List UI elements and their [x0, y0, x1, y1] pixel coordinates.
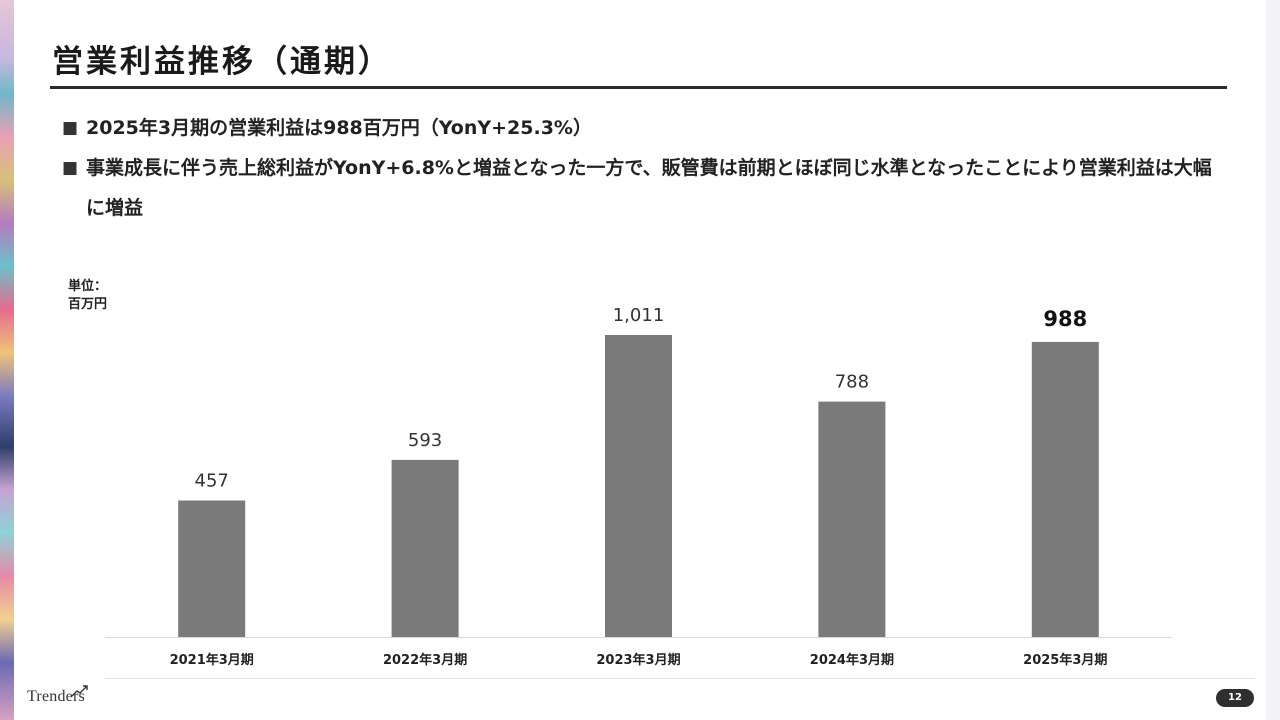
bullet-square-icon: ■ — [62, 158, 79, 178]
data-label-2: 593 — [408, 430, 442, 451]
data-label-5: 988 — [1043, 307, 1087, 331]
footer-divider — [105, 678, 1255, 679]
bullet-item: ■ 事業成長に伴う売上総利益がYonY+6.8%と増益となった一方で、販管費は前… — [62, 148, 1212, 228]
logo-arrow-icon — [71, 685, 88, 697]
category-label-4: 2024年3月期 — [810, 652, 894, 668]
page-number-badge: 12 — [1216, 689, 1254, 707]
category-label-5: 2025年3月期 — [1023, 652, 1107, 668]
bar-5 — [1031, 341, 1099, 637]
bullet-square-icon: ■ — [62, 118, 79, 138]
bullet-text-2: 事業成長に伴う売上総利益がYonY+6.8%と増益となった一方で、販管費は前期と… — [86, 157, 1212, 219]
data-label-1: 457 — [195, 471, 229, 492]
data-label-4: 788 — [835, 372, 869, 393]
bullet-text-1: 2025年3月期の営業利益は988百万円（YonY+25.3%） — [86, 117, 592, 139]
title-divider — [50, 86, 1227, 89]
bullet-list: ■ 2025年3月期の営業利益は988百万円（YonY+25.3%） ■ 事業成… — [62, 108, 1212, 228]
bullet-item: ■ 2025年3月期の営業利益は988百万円（YonY+25.3%） — [62, 108, 1212, 148]
trenders-logo: Trenders — [27, 684, 91, 710]
unit-label-line2: 百万円 — [68, 297, 108, 312]
bar-4 — [818, 401, 886, 637]
decorative-right-strip — [1266, 0, 1280, 720]
logo-text: Trenders — [27, 688, 85, 705]
decorative-left-strip — [0, 0, 14, 720]
bar-3 — [605, 335, 672, 637]
unit-label-line1: 単位： — [68, 279, 108, 294]
bar-2 — [391, 459, 459, 637]
bar-1 — [178, 500, 246, 637]
category-label-2: 2022年3月期 — [383, 652, 467, 668]
category-label-1: 2021年3月期 — [170, 652, 254, 668]
data-label-3: 1,011 — [613, 305, 665, 326]
page-title: 営業利益推移（通期） — [52, 44, 392, 80]
category-label-3: 2023年3月期 — [596, 652, 680, 668]
unit-label: 単位： 百万円 — [68, 278, 107, 314]
